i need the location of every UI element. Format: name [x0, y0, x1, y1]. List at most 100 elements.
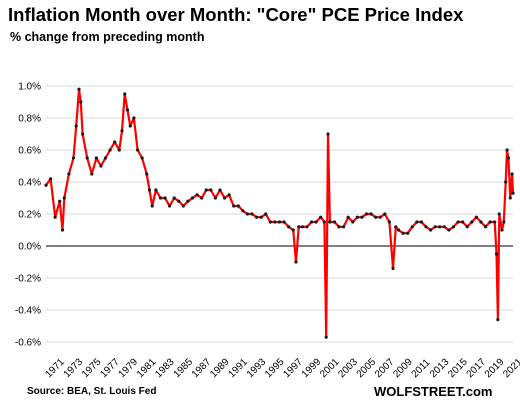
data-point [245, 212, 250, 216]
data-point [147, 188, 152, 192]
x-tick-label: 2017 [465, 356, 489, 380]
data-point [470, 220, 474, 224]
x-tick-label: 2013 [428, 356, 452, 380]
y-axis-tick-labels: 1.0% 0.8% 0.6% 0.4% 0.2% 0.0% -0.2% -0.4% -0.6% [15, 82, 41, 349]
data-point [300, 225, 304, 229]
data-point [341, 225, 346, 229]
data-point [337, 225, 341, 229]
data-point [250, 212, 254, 216]
data-point [99, 164, 103, 168]
data-point [186, 199, 190, 203]
data-point [85, 156, 89, 160]
data-point [128, 124, 132, 128]
data-point [135, 148, 140, 152]
x-tick-label: 2011 [410, 357, 433, 380]
data-point [120, 129, 124, 133]
x-tick-label: 2001 [318, 356, 342, 380]
data-point [62, 196, 66, 200]
data-point [264, 212, 268, 216]
data-point [383, 212, 387, 216]
data-point [428, 228, 433, 232]
data-point [294, 260, 298, 264]
data-point [200, 196, 204, 200]
data-point [209, 188, 213, 192]
x-tick-label: 1981 [135, 356, 159, 380]
data-point [314, 220, 318, 224]
x-tick-label: 1999 [300, 356, 324, 380]
series-line [45, 88, 515, 339]
data-point [360, 215, 364, 219]
x-tick-label: 1987 [190, 356, 214, 380]
x-tick-label: 2019 [483, 356, 507, 380]
chart-subtitle: % change from preceding month [10, 30, 205, 44]
data-point [222, 196, 227, 200]
source-note: Source: BEA, St. Louis Fed [27, 386, 157, 397]
data-point [502, 220, 506, 224]
data-point [113, 140, 117, 144]
data-point [494, 252, 499, 256]
data-point [58, 199, 62, 203]
data-point [369, 212, 373, 216]
data-point [415, 220, 419, 224]
y-tick-label: 0.8% [18, 114, 41, 125]
x-tick-label: 1989 [208, 356, 232, 380]
chart-title: Inflation Month over Month: "Core" PCE P… [8, 4, 464, 25]
y-tick-label: 0.4% [18, 178, 41, 189]
data-point [438, 225, 442, 229]
data-point [103, 156, 108, 160]
data-point [168, 204, 172, 208]
data-point [277, 220, 282, 224]
data-point [150, 204, 154, 208]
y-tick-label: -0.2% [15, 274, 41, 285]
data-point [305, 225, 309, 229]
data-point [332, 220, 337, 224]
brand-watermark: WOLFSTREET.com [374, 384, 493, 399]
data-point [213, 196, 218, 200]
y-tick-label: 0.6% [18, 146, 41, 157]
data-point [172, 196, 176, 200]
data-point [60, 228, 65, 232]
data-point [483, 225, 488, 229]
data-point [236, 204, 240, 208]
data-point [309, 220, 314, 224]
x-tick-label: 1975 [80, 356, 104, 380]
data-point [227, 193, 231, 197]
data-point [268, 220, 272, 224]
data-point [77, 87, 81, 91]
data-point [346, 215, 350, 219]
data-point [291, 228, 295, 232]
series-core-pce-mom [44, 87, 515, 339]
y-tick-label: 0.2% [18, 210, 41, 221]
x-tick-label: 1973 [62, 356, 86, 380]
data-point [401, 231, 405, 235]
data-point [74, 124, 78, 128]
x-tick-label: 1979 [117, 356, 141, 380]
data-point [71, 156, 76, 160]
data-point [324, 335, 328, 339]
data-point [177, 199, 181, 203]
data-point [123, 92, 127, 96]
data-point [419, 220, 424, 224]
data-point [241, 209, 245, 213]
data-point [351, 220, 355, 224]
data-point [287, 225, 291, 229]
data-point [474, 215, 478, 219]
x-tick-label: 2015 [446, 356, 470, 380]
data-point [319, 215, 323, 219]
data-point [378, 215, 382, 219]
x-tick-label: 2021 [501, 356, 520, 380]
data-point [232, 204, 236, 208]
data-point [132, 116, 136, 120]
data-point [511, 191, 515, 195]
y-tick-label: 0.0% [18, 242, 41, 253]
data-point [79, 100, 83, 104]
data-point [504, 180, 508, 184]
data-point [140, 156, 144, 160]
x-tick-label: 1977 [98, 356, 122, 380]
data-point [259, 215, 263, 219]
data-point [53, 215, 57, 219]
data-point [488, 220, 492, 224]
data-point [255, 215, 259, 219]
y-gridlines [46, 85, 513, 343]
data-point [461, 220, 465, 224]
